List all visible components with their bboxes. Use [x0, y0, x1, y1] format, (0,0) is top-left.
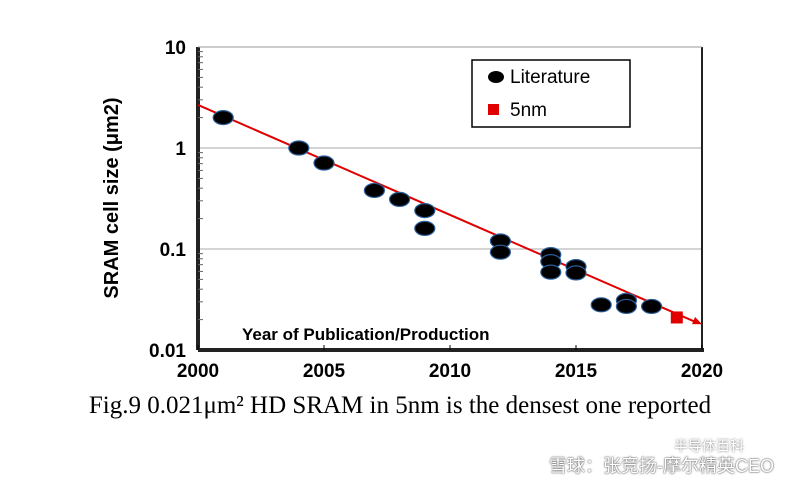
x-tick-label: 2005 — [303, 361, 346, 382]
data-point-literature — [313, 155, 335, 171]
legend-marker-literature — [488, 71, 504, 83]
x-axis-label: Year of Publication/Production — [242, 325, 489, 344]
y-tick-label: 0.01 — [149, 341, 186, 362]
data-point-5nm — [670, 311, 683, 324]
data-point-literature — [565, 265, 587, 281]
trend-arrow — [692, 316, 702, 325]
watermark-line2: 雪球：张竞扬-摩尔精英CEO — [549, 456, 774, 476]
data-point-literature — [489, 244, 511, 260]
legend-label-literature: Literature — [510, 67, 590, 88]
x-tick-label: 2000 — [177, 361, 219, 382]
watermark-line1: 半导体百科 — [674, 438, 744, 454]
data-point-literature — [615, 298, 638, 315]
legend-marker-5nm — [488, 104, 499, 115]
trend-line — [197, 104, 697, 324]
figure-caption: Fig.9 0.021μm² HD SRAM in 5nm is the den… — [88, 392, 712, 419]
data-point-literature — [414, 220, 436, 236]
data-point-literature — [389, 191, 411, 207]
chart: 0.01 0.1 1 10 2000 2005 2010 2015 2020 SRAM cell… — [101, 38, 723, 382]
x-tick-label: 2020 — [681, 361, 723, 382]
y-axis-label: SRAM cell size (μm2) — [101, 97, 123, 298]
x-tick-label: 2010 — [429, 361, 471, 382]
data-point-literature — [212, 109, 234, 126]
x-tick-label: 2015 — [555, 361, 598, 382]
y-tick-label: 1 — [175, 139, 186, 160]
data-point-literature — [590, 297, 612, 313]
data-point-literature — [640, 298, 663, 315]
legend-label-5nm: 5nm — [510, 100, 547, 121]
y-tick-label: 0.1 — [160, 240, 187, 261]
legend: Literature 5nm — [471, 59, 631, 128]
data-point-literature — [540, 264, 562, 280]
y-tick-label: 10 — [165, 38, 186, 59]
data-point-literature — [363, 182, 385, 199]
data-point-literature — [288, 140, 310, 156]
data-point-literature — [414, 202, 436, 219]
